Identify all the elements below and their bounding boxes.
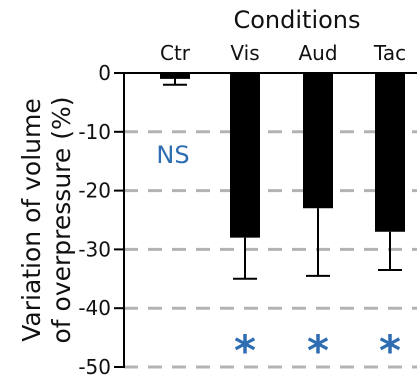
bars bbox=[160, 73, 405, 238]
y-tick-label: -30 bbox=[78, 237, 111, 261]
bar-aud bbox=[303, 73, 333, 209]
category-label-aud: Aud bbox=[298, 41, 337, 65]
y-tick-label: -20 bbox=[78, 179, 111, 203]
annotation-ns: NS bbox=[156, 141, 189, 169]
y-tick-label: -40 bbox=[78, 296, 111, 320]
gridlines bbox=[124, 130, 417, 369]
error-bars bbox=[163, 73, 402, 280]
chart-title: Conditions bbox=[233, 6, 360, 34]
category-label-ctr: Ctr bbox=[160, 41, 191, 65]
y-axis: 0 -10 -20 -30 -40 -50 bbox=[78, 61, 417, 379]
significance-annotations: NS * * * bbox=[156, 141, 401, 375]
annotation-asterisk-tac: * bbox=[379, 326, 401, 375]
category-label-tac: Tac bbox=[373, 41, 406, 65]
y-tick-label: -50 bbox=[78, 355, 111, 379]
category-label-vis: Vis bbox=[230, 41, 259, 65]
annotation-asterisk-aud: * bbox=[307, 326, 329, 375]
y-axis-title-line-2: of overpressure (%) bbox=[47, 97, 76, 344]
y-tick-label: 0 bbox=[98, 61, 111, 85]
y-axis-title: Variation of volume of overpressure (%) bbox=[17, 97, 76, 344]
bar-tac bbox=[375, 73, 405, 232]
bar-vis bbox=[230, 73, 260, 238]
annotation-asterisk-vis: * bbox=[234, 326, 256, 375]
y-tick-label: -10 bbox=[78, 120, 111, 144]
y-axis-title-line-1: Variation of volume bbox=[17, 98, 46, 342]
category-labels: Ctr Vis Aud Tac bbox=[160, 41, 406, 65]
